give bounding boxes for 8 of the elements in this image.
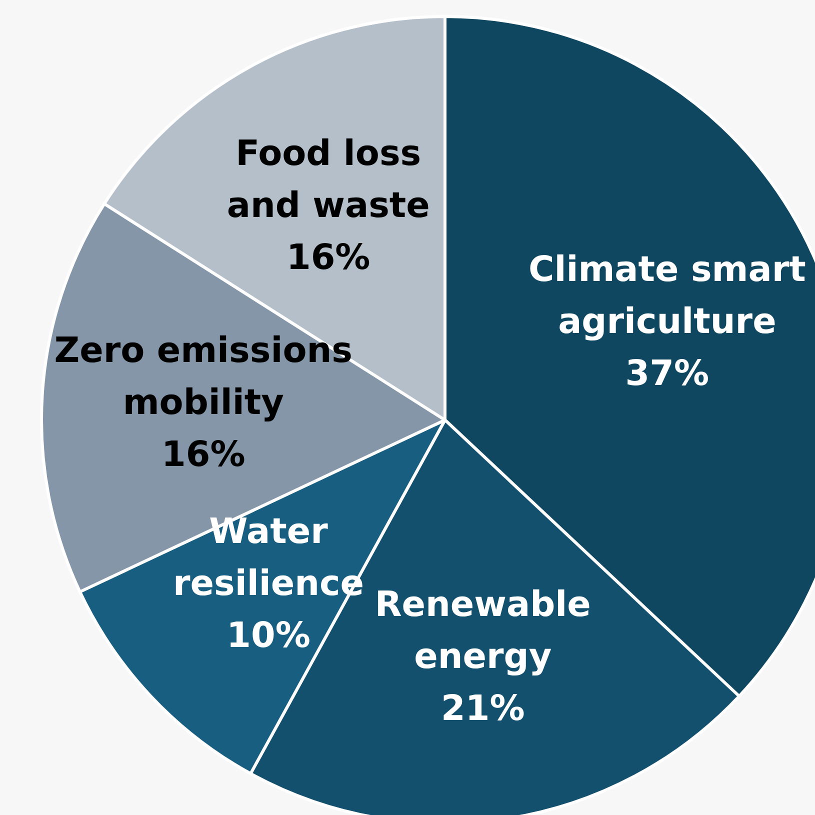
slice-label: Food loss and waste	[226, 134, 430, 226]
data-label: 10%	[226, 616, 310, 656]
slice-label: Climate smart agriculture	[528, 250, 806, 342]
data-label: 16%	[161, 434, 246, 475]
data-label: 21%	[440, 689, 525, 730]
data-label: 16%	[286, 238, 370, 278]
slice-label: Renewable energy	[374, 585, 591, 678]
data-label: 37%	[625, 354, 710, 394]
